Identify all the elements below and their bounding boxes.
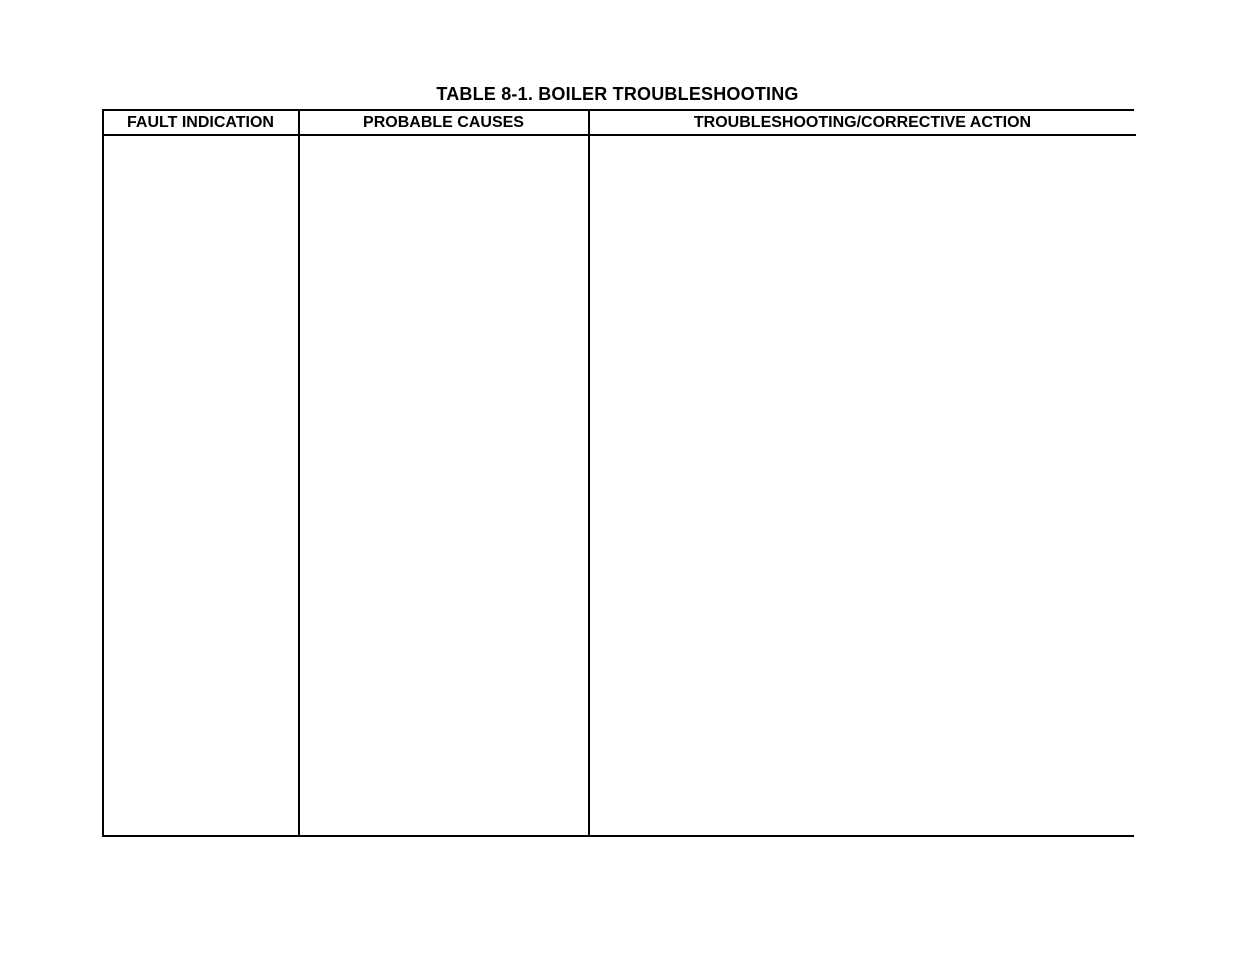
col-header-cause: PROBABLE CAUSES	[299, 111, 589, 135]
cell-cause	[299, 135, 589, 835]
document-page: TABLE 8-1. BOILER TROUBLESHOOTING FAULT …	[0, 0, 1235, 954]
col-header-action: TROUBLESHOOTING/CORRECTIVE ACTION	[589, 111, 1136, 135]
table-header-row: FAULT INDICATION PROBABLE CAUSES TROUBLE…	[104, 111, 1136, 135]
table-title: TABLE 8-1. BOILER TROUBLESHOOTING	[0, 84, 1235, 105]
table-row	[104, 135, 1136, 835]
col-header-fault: FAULT INDICATION	[104, 111, 299, 135]
cell-fault	[104, 135, 299, 835]
troubleshooting-table-wrap: FAULT INDICATION PROBABLE CAUSES TROUBLE…	[102, 109, 1134, 837]
troubleshooting-table: FAULT INDICATION PROBABLE CAUSES TROUBLE…	[104, 111, 1136, 835]
cell-action	[589, 135, 1136, 835]
